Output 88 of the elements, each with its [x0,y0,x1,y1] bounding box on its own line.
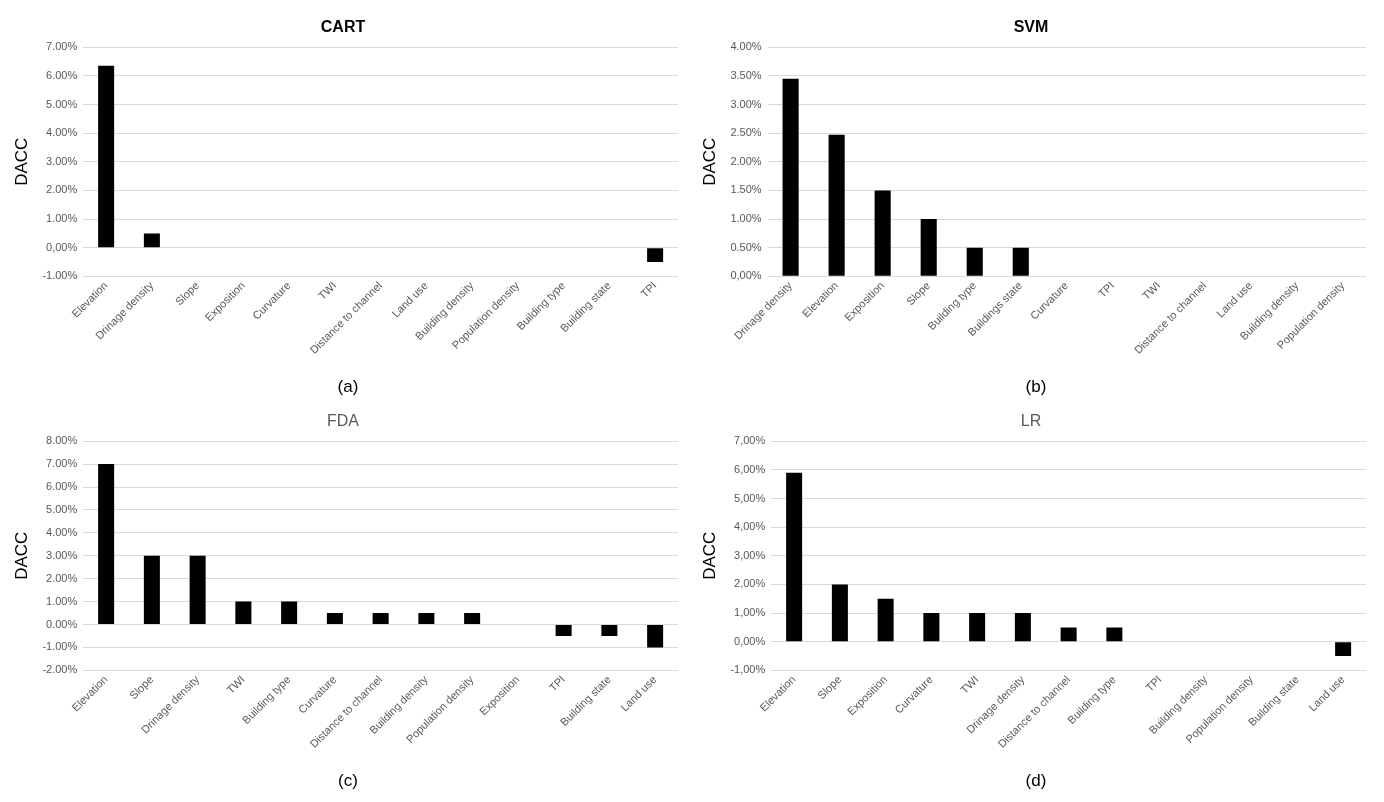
bar [920,219,937,276]
y-tick-label: 4.00% [46,126,78,139]
y-tick-label: 6,00% [734,462,766,475]
x-tick-label: TPI [546,673,568,694]
text: (b) [1025,377,1047,397]
y-tick-label: 7.00% [46,40,78,53]
chart-title: SVM [1013,18,1049,36]
y-axis-title: DACC [11,137,31,186]
y-tick-label: 6.00% [46,480,78,493]
bar [98,65,115,248]
y-tick-label: 3.00% [46,548,78,561]
y-tick-label: 0,00% [734,634,766,647]
y-tick-label: 7,00% [734,434,766,447]
bar [372,613,389,625]
bar [326,613,343,625]
x-tick-label: TWI [1139,279,1163,302]
y-tick-label: -1.00% [42,269,78,282]
y-axis-title: DACC [11,531,31,580]
y-tick-label: -2.00% [42,663,78,676]
chart-title: FDA [327,412,360,430]
bar [418,613,435,625]
y-axis-title: DACC [699,531,719,580]
y-tick-label: 3.00% [46,154,78,167]
y-tick-label: 2.00% [46,183,78,196]
text: (c) [338,771,358,791]
bar [281,601,298,625]
y-tick-label: 0,00% [46,240,78,253]
bar [877,598,894,642]
y-tick-label: 2.00% [46,571,78,584]
y-tick-label: 3.00% [730,97,762,110]
y-tick-label: 2,00% [734,577,766,590]
chart-title: CART [320,18,366,36]
y-tick-label: 1.00% [46,594,78,607]
y-tick-label: 4.00% [46,525,78,538]
y-tick-label: 4.00% [730,40,762,53]
text: (a) [337,377,359,397]
y-tick-label: 1.00% [46,212,78,225]
bar [1335,642,1352,657]
bar [1012,247,1029,276]
bar [1014,613,1031,642]
bar [828,134,845,276]
y-tick-label: 2.00% [730,154,762,167]
bar [555,625,572,636]
y-tick-label: 3.50% [730,68,762,81]
x-tick-label: TWI [315,279,339,302]
bar [831,584,848,642]
bar [235,601,252,625]
y-axis-title: DACC [699,137,719,186]
y-tick-label: 8.00% [46,434,78,447]
bar [143,555,160,625]
y-tick-label: 4,00% [734,520,766,533]
y-tick-label: 5.00% [46,97,78,110]
x-tick-label: TWI [957,673,981,696]
bar [647,625,664,648]
bar [143,233,160,248]
bar [1106,627,1123,642]
bar [969,613,986,642]
bar [786,472,803,642]
y-tick-label: 5,00% [734,491,766,504]
y-tick-label: 1.50% [730,183,762,196]
y-tick-label: -1,00% [730,663,766,676]
y-tick-label: 1.00% [730,212,762,225]
bar [98,464,115,625]
bar [464,613,481,625]
y-tick-label: 3,00% [734,548,766,561]
y-tick-label: 0.00% [46,617,78,630]
y-tick-label: 5.00% [46,502,78,515]
bar [966,247,983,276]
bar [189,555,206,625]
bar [782,78,799,276]
y-tick-label: 0,00% [730,269,762,282]
x-tick-label: TPI [1095,279,1117,300]
bar [1060,627,1077,642]
bar [647,248,664,263]
y-tick-label: 0.50% [730,240,762,253]
x-tick-label: TPI [1143,673,1164,694]
x-tick-label: TWI [224,673,247,696]
y-tick-label: -1.00% [42,640,78,653]
x-tick-label: TPI [638,279,659,300]
bar [923,613,940,642]
text: (d) [1025,771,1047,791]
bar [601,625,618,636]
chart-title: LR [1020,412,1042,430]
y-tick-label: 6.00% [46,68,78,81]
y-tick-label: 7.00% [46,457,78,470]
bar [874,190,891,276]
y-tick-label: 2.50% [730,126,762,139]
y-tick-label: 1,00% [734,606,766,619]
